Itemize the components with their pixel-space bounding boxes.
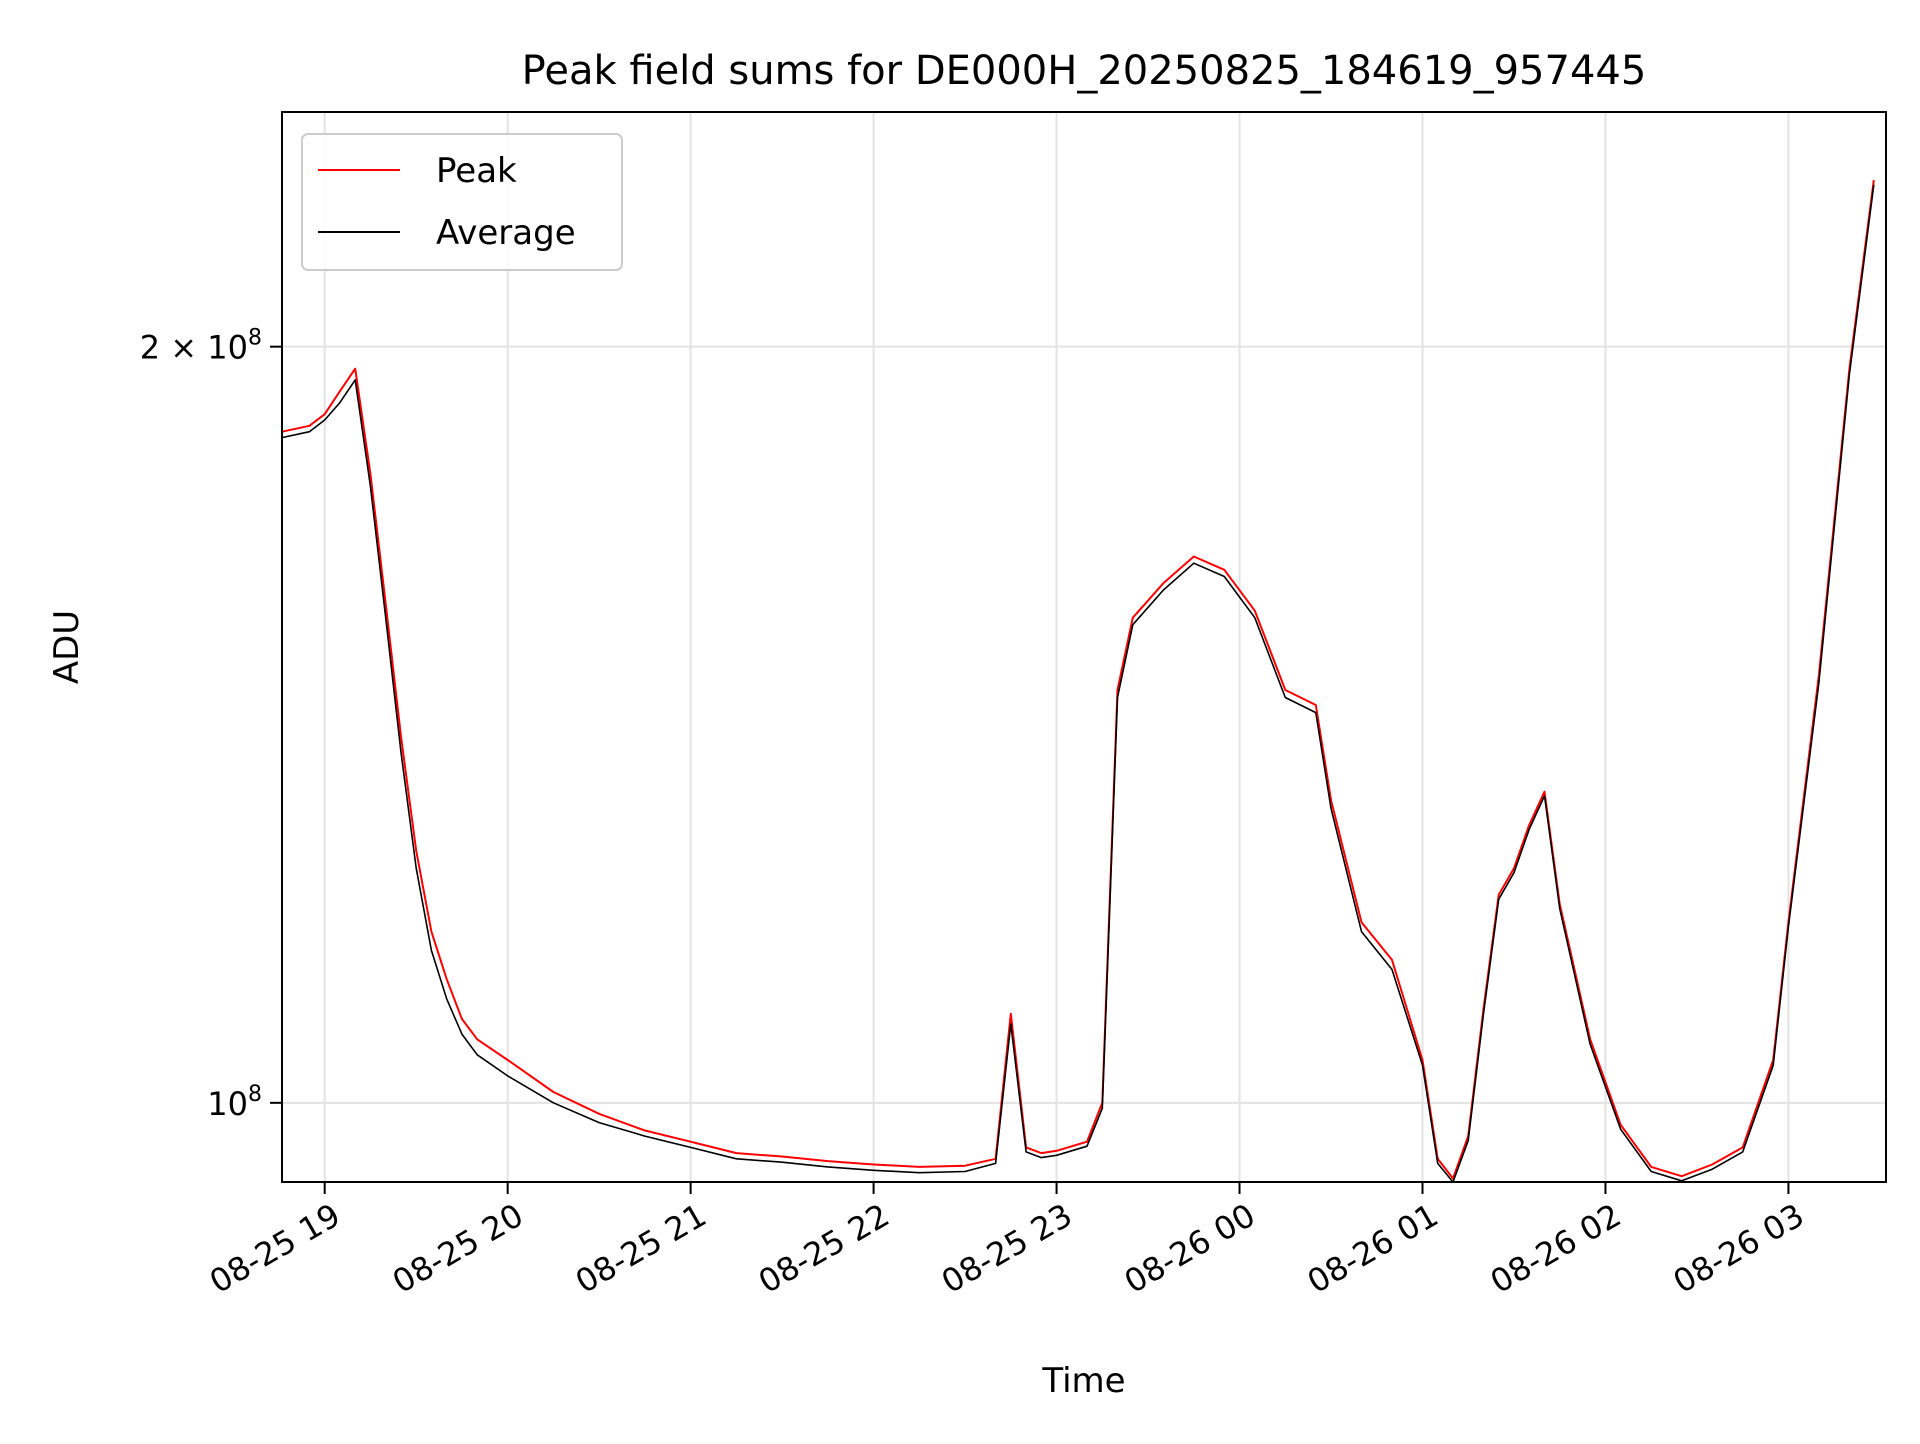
x-axis-label: Time — [1041, 1361, 1125, 1401]
chart-title: Peak field sums for DE000H_20250825_1846… — [522, 48, 1647, 94]
series-line-peak — [281, 179, 1875, 1180]
legend-label-average: Average — [436, 213, 576, 253]
y-tick-label: 108 — [207, 1082, 262, 1123]
legend-box — [301, 133, 623, 271]
y-tick-label: 2 × 108 — [140, 326, 262, 367]
series-layer — [281, 179, 1875, 1183]
legend-label-peak: Peak — [436, 151, 517, 191]
series-line-average — [281, 184, 1875, 1183]
y-axis-label: ADU — [47, 610, 87, 684]
plot-frame — [281, 111, 1887, 1183]
legend: Peak Average — [301, 133, 623, 271]
grid-lines — [282, 112, 1886, 1182]
